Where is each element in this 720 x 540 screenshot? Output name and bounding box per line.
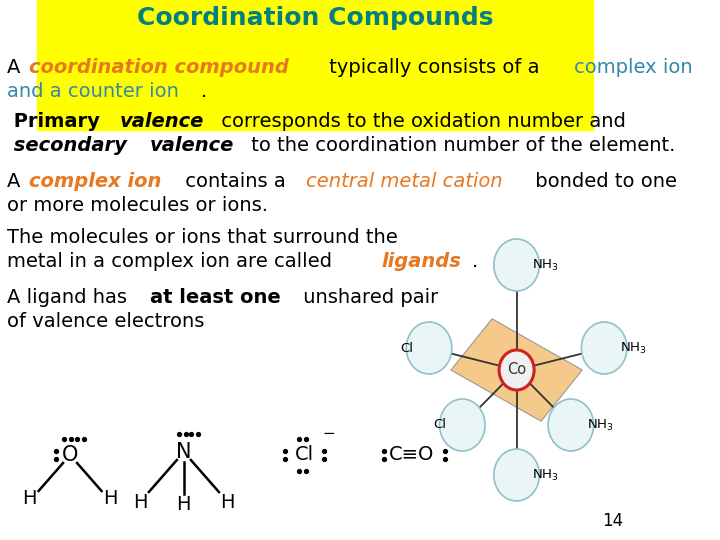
Text: metal in a complex ion are called: metal in a complex ion are called [7,252,338,271]
Text: bonded to one: bonded to one [528,172,677,191]
Text: C≡O: C≡O [389,446,434,464]
Text: and a counter ion: and a counter ion [7,82,179,101]
Text: corresponds to the oxidation number and: corresponds to the oxidation number and [215,112,626,131]
Text: A: A [7,58,27,77]
Circle shape [581,322,627,374]
Text: .: . [472,252,478,271]
Text: Cl: Cl [400,341,413,354]
Text: NH$_3$: NH$_3$ [620,340,647,355]
Text: NH$_3$: NH$_3$ [587,417,613,433]
Text: or more molecules or ions.: or more molecules or ions. [7,196,268,215]
Text: Cl: Cl [433,418,446,431]
Circle shape [494,239,539,291]
Text: ligands: ligands [382,252,461,271]
Text: Primary: Primary [7,112,107,131]
Text: H: H [22,489,37,509]
Text: Cl: Cl [295,446,314,464]
Text: H: H [103,489,117,509]
Text: A ligand has: A ligand has [7,288,133,307]
Text: H: H [176,495,191,514]
Text: contains a: contains a [179,172,292,191]
Text: central metal cation: central metal cation [307,172,503,191]
Polygon shape [451,319,582,421]
Circle shape [548,399,594,451]
Text: secondary: secondary [7,136,134,155]
Text: complex ion: complex ion [575,58,693,77]
Text: O: O [62,445,78,465]
Text: unshared pair: unshared pair [297,288,438,307]
Text: A: A [7,172,27,191]
Circle shape [499,350,534,390]
Text: Co: Co [507,362,526,377]
Text: −: − [323,426,336,441]
Text: H: H [133,492,148,511]
Circle shape [494,449,539,501]
Text: complex ion: complex ion [30,172,161,191]
Circle shape [406,322,452,374]
Text: valence: valence [120,112,204,131]
Text: at least one: at least one [150,288,280,307]
Text: .: . [201,82,207,101]
Text: Coordination Compounds: Coordination Compounds [137,6,493,30]
Circle shape [439,399,485,451]
Text: NH$_3$: NH$_3$ [532,258,559,273]
Text: N: N [176,442,192,462]
Text: H: H [220,492,235,511]
Text: typically consists of a: typically consists of a [323,58,546,77]
Text: to the coordination number of the element.: to the coordination number of the elemen… [246,136,676,155]
Text: The molecules or ions that surround the: The molecules or ions that surround the [7,228,397,247]
Text: 14: 14 [603,512,624,530]
Text: valence: valence [150,136,235,155]
Text: coordination compound: coordination compound [30,58,289,77]
Text: of valence electrons: of valence electrons [7,312,204,331]
Text: NH$_3$: NH$_3$ [532,468,559,483]
